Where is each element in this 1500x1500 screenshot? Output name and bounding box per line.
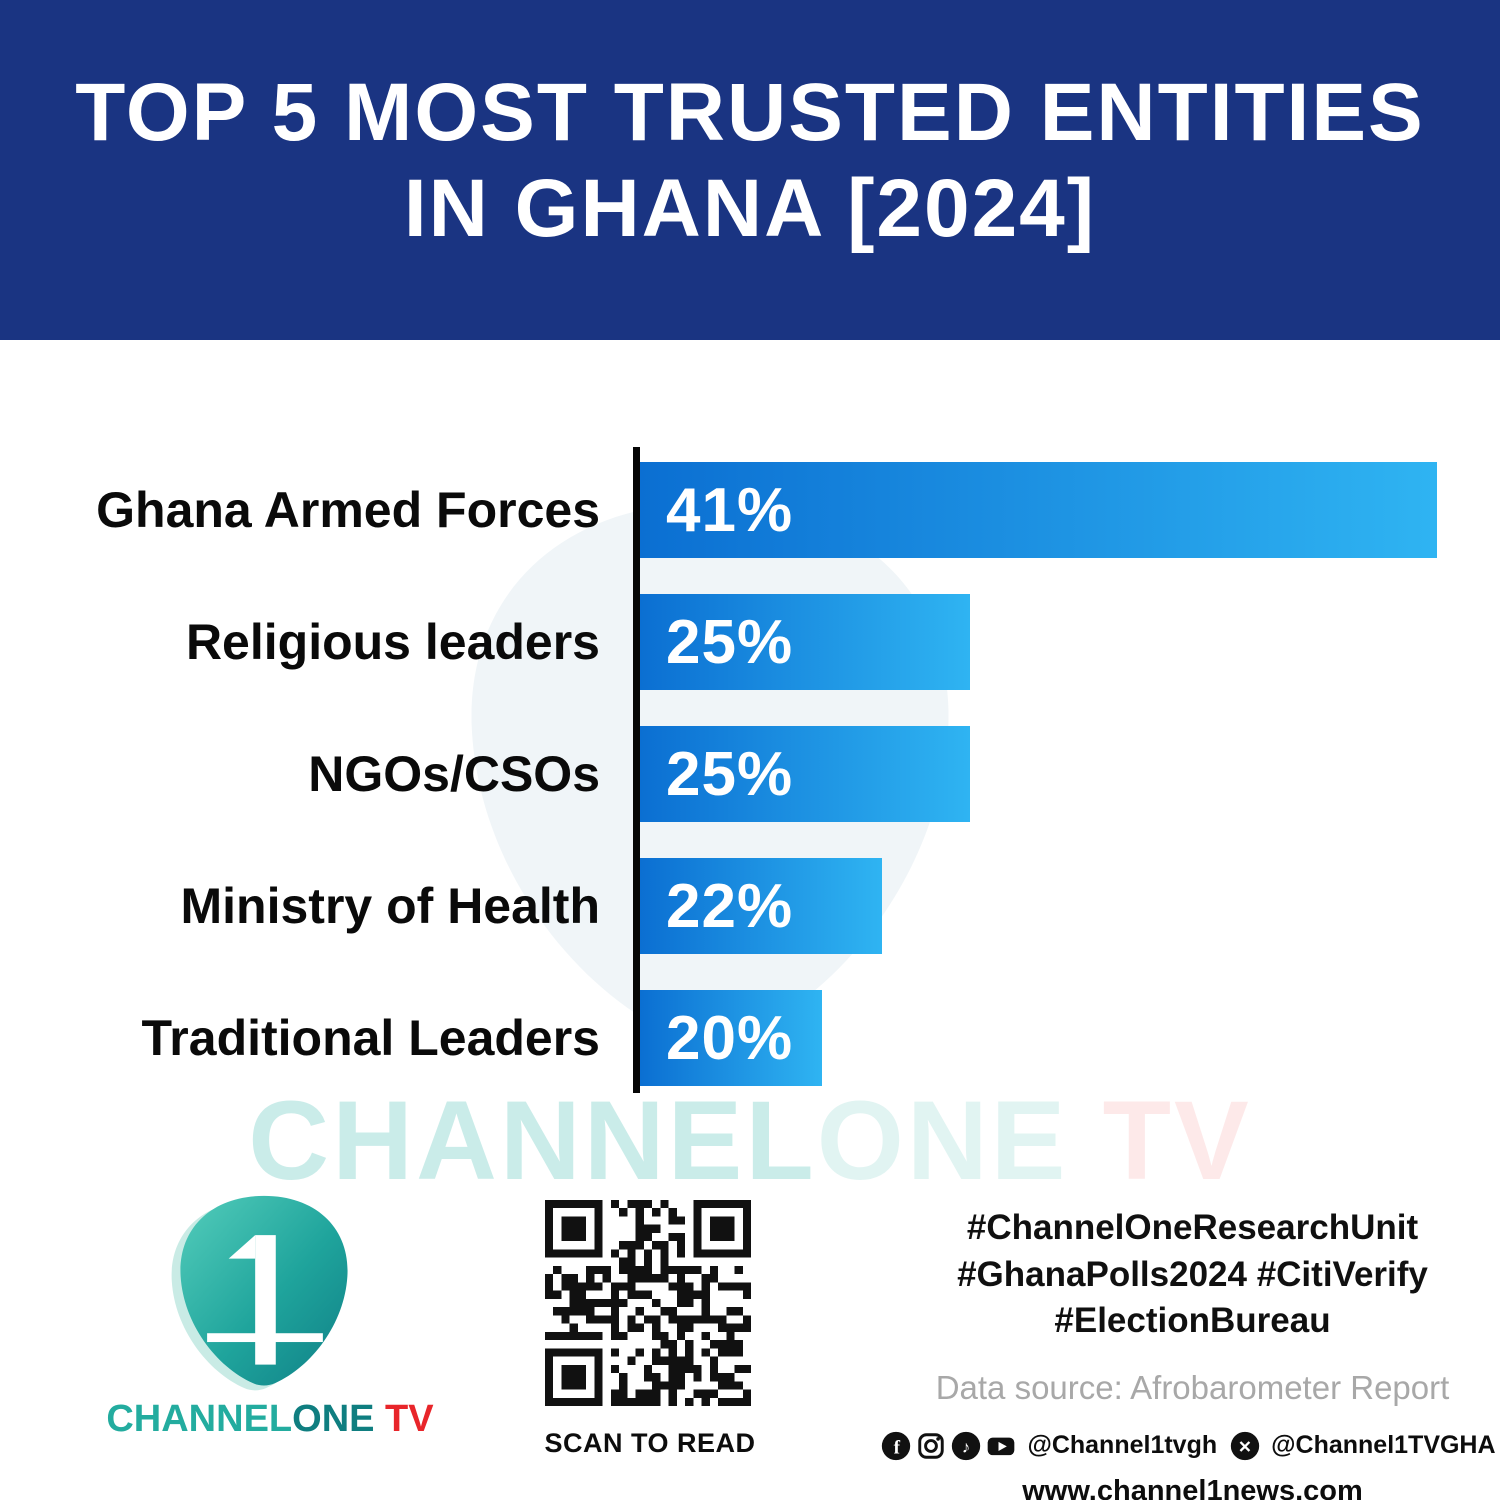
x-handle: @Channel1TVGHA <box>1271 1431 1496 1460</box>
watermark-part: TV <box>1068 1078 1252 1203</box>
bar-rows: Ghana Armed Forces 41% Religious leaders… <box>0 462 1500 1086</box>
bar-chart: Ghana Armed Forces 41% Religious leaders… <box>0 447 1500 1093</box>
bar-value-label: 25% <box>666 607 794 677</box>
tiktok-icon: ♪ <box>952 1431 981 1460</box>
hashtags-block: #ChannelOneResearchUnit #GhanaPolls2024 … <box>905 1205 1480 1345</box>
watermark-part: ONE <box>816 1078 1069 1203</box>
hashtag-line: #ChannelOneResearchUnit <box>966 1208 1419 1247</box>
svg-text:f: f <box>894 1437 901 1458</box>
svg-text:✕: ✕ <box>1238 1437 1252 1456</box>
website-url: www.channel1news.com <box>1022 1474 1363 1500</box>
facebook-icon: f <box>882 1431 911 1460</box>
youtube-icon <box>988 1437 1015 1455</box>
bar: 20% <box>640 990 822 1086</box>
category-label: Ministry of Health <box>180 878 600 934</box>
bar-value-label: 22% <box>666 871 794 941</box>
bar-value-label: 20% <box>666 1003 794 1073</box>
bar-row: Religious leaders 25% <box>0 594 1500 690</box>
bar-row: Ghana Armed Forces 41% <box>0 462 1500 558</box>
category-label: NGOs/CSOs <box>308 746 600 802</box>
bar-value-label: 41% <box>666 475 794 545</box>
page-title-line1: TOP 5 MOST TRUSTED ENTITIES <box>75 66 1425 158</box>
hashtag-line: #ElectionBureau <box>1054 1301 1331 1341</box>
page-title-line2: IN GHANA [2024] <box>403 163 1097 254</box>
wordmark-tv: TV <box>374 1398 434 1440</box>
qr-caption: SCAN TO READ <box>544 1428 756 1458</box>
brand-watermark-text: CHANNELONE TV <box>0 1085 1500 1197</box>
bar-row: Traditional Leaders 20% <box>0 990 1500 1086</box>
bar-row: Ministry of Health 22% <box>0 858 1500 954</box>
brand-wordmark: CHANNELONE TV <box>105 1398 435 1441</box>
bar-value-label: 25% <box>666 739 794 809</box>
bar: 22% <box>640 858 882 954</box>
bar-row: NGOs/CSOs 25% <box>0 726 1500 822</box>
hashtag-line: #GhanaPolls2024 #CitiVerify <box>957 1254 1428 1294</box>
qr-code <box>545 1200 751 1406</box>
header-banner: TOP 5 MOST TRUSTED ENTITIES IN GHANA [20… <box>0 0 1500 340</box>
instagram-icon <box>918 1432 945 1459</box>
x-icon: ✕ <box>1230 1431 1260 1460</box>
social-row: f ♪ @Channel1tvgh ✕ @Channel1TVGHA <box>882 1431 1496 1461</box>
wordmark-channel: CHANNEL <box>106 1398 293 1440</box>
watermark-part: CHANNEL <box>248 1078 817 1203</box>
bar: 25% <box>640 594 970 690</box>
research-info: #ChannelOneResearchUnit #GhanaPolls2024 … <box>882 1205 1496 1500</box>
bar: 25% <box>640 726 970 822</box>
category-label: Religious leaders <box>185 614 600 670</box>
channel-one-logo-icon <box>158 1190 370 1396</box>
chart-axis-line <box>633 447 640 1093</box>
svg-text:♪: ♪ <box>962 1437 970 1456</box>
data-source-label: Data source: Afrobarometer Report <box>935 1368 1450 1406</box>
bar: 41% <box>640 462 1437 558</box>
wordmark-one: ONE <box>292 1398 375 1440</box>
category-label: Traditional Leaders <box>141 1010 600 1066</box>
social-handle: @Channel1tvgh <box>1027 1431 1218 1460</box>
category-label: Ghana Armed Forces <box>96 482 600 538</box>
